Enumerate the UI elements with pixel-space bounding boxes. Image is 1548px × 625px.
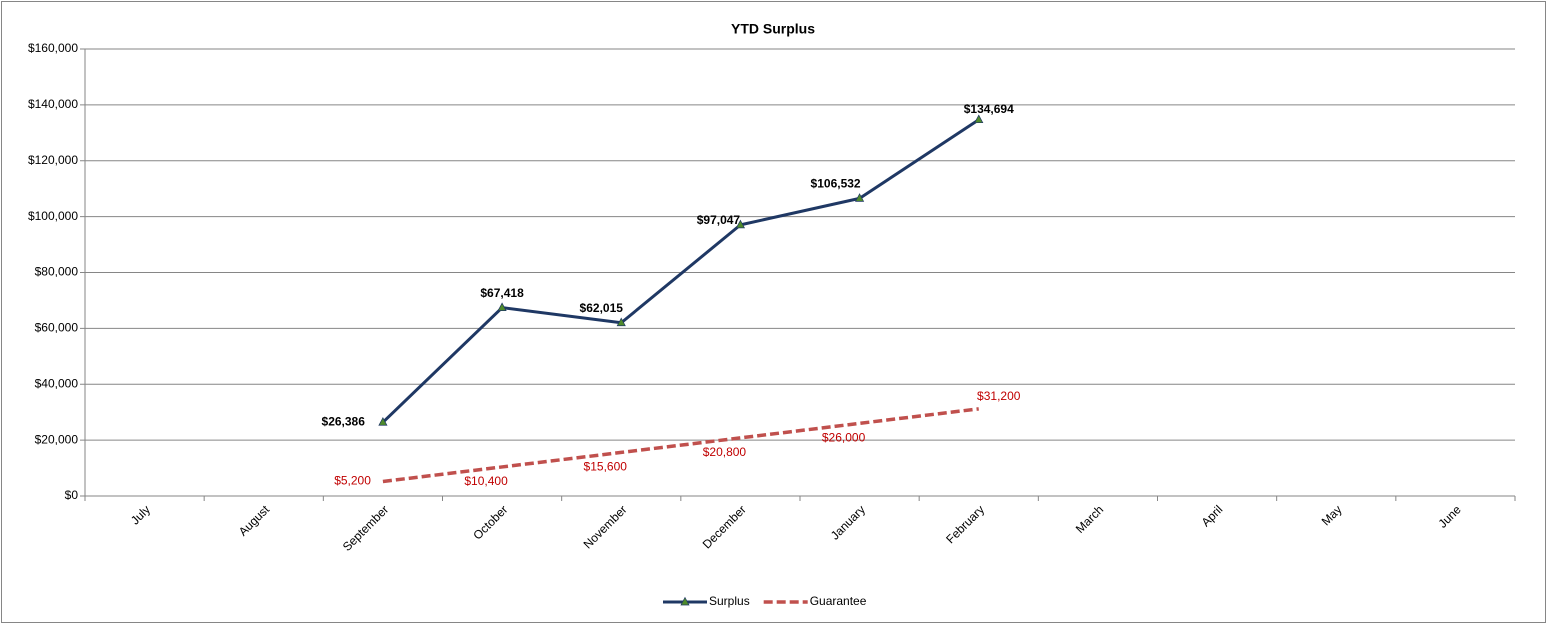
data-label: $26,000 <box>822 431 866 445</box>
line-series <box>381 118 980 424</box>
y-tick-label: $80,000 <box>35 265 79 279</box>
y-tick-label: $140,000 <box>28 97 78 111</box>
line-series <box>382 407 979 484</box>
data-label: $5,200 <box>334 474 371 488</box>
data-label: $97,047 <box>697 213 741 227</box>
marker <box>735 219 746 229</box>
legend-marker <box>680 596 690 606</box>
y-tick-label: $120,000 <box>28 153 78 167</box>
marker <box>854 193 865 202</box>
marker <box>616 317 626 327</box>
legend-label: Surplus <box>709 594 750 608</box>
data-label: $67,418 <box>480 286 524 300</box>
marker <box>497 302 507 312</box>
y-tick-label: $100,000 <box>28 209 78 223</box>
legend-label: Guarantee <box>810 594 867 608</box>
data-label: $15,600 <box>584 460 628 474</box>
data-label: $31,200 <box>977 389 1021 403</box>
data-label: $10,400 <box>464 474 508 488</box>
y-tick-label: $20,000 <box>35 432 79 446</box>
y-tick-label: $160,000 <box>28 41 78 55</box>
marker <box>378 417 388 426</box>
y-tick-label: $0 <box>65 488 79 502</box>
data-label: $20,800 <box>703 445 747 459</box>
data-label: $106,532 <box>811 177 861 191</box>
data-label: $134,694 <box>964 102 1014 116</box>
data-label: $26,386 <box>322 414 366 428</box>
y-tick-label: $60,000 <box>35 321 79 335</box>
y-tick-label: $40,000 <box>35 376 79 390</box>
chart-title: YTD Surplus <box>731 21 815 37</box>
marker <box>974 114 984 124</box>
data-label: $62,015 <box>580 301 624 315</box>
